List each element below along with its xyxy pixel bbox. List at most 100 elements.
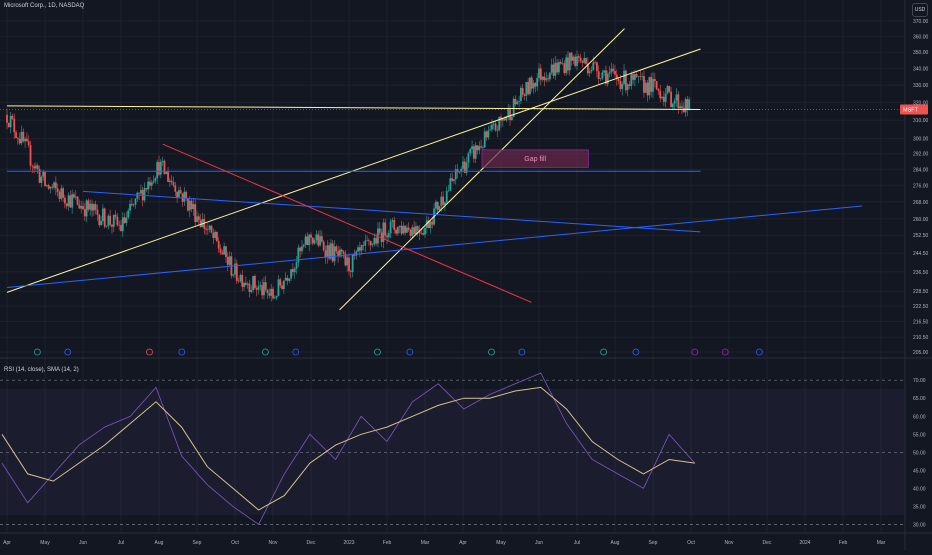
trend-lines [6,28,863,311]
candle-body [92,204,95,211]
candle-body [614,71,616,75]
steep-trend-line [339,28,625,311]
candle-body [299,247,302,252]
candle-body [451,178,454,181]
candle-body [492,123,495,125]
candle-body [355,251,358,256]
time-tick-label: Dec [307,540,316,546]
rsi-axis: 70.00 65.00 60.00 55.00 50.00 45.00 40.00 35.00… [913,378,926,528]
candle-body [396,227,399,234]
candle-body [529,77,531,95]
candle-body [67,195,70,207]
candle-body [565,57,568,73]
candle-body [630,74,633,86]
candle-body [471,146,473,150]
candle-body [606,73,609,84]
candle-body [149,181,151,186]
candle-body [20,131,23,144]
candle-body [487,130,490,138]
candle-body [648,77,651,96]
candle-body [527,81,530,95]
time-tick-label: Oct [231,540,239,546]
candle-body [266,289,269,294]
candle-body [436,201,439,211]
candle-body [666,86,669,94]
candle-body [603,70,606,73]
candle-body [199,220,202,228]
candle-body [196,216,198,223]
candle-body [244,282,247,285]
candle-body [543,76,546,81]
candle-body [646,82,649,96]
candle-body [596,62,598,72]
candle-body [393,220,396,230]
time-tick-label: Jun [79,540,87,546]
time-axis: Apr May Jun Jul Aug Sep Oct Nov Dec 2023 Feb Mar Apr… [3,540,886,546]
candle-body [6,114,8,123]
candle-body [612,68,615,72]
candle-body [313,240,316,244]
candle-body [179,190,182,194]
candle-body [60,188,63,199]
price-tick-label: 320.00 [913,100,929,106]
candle-body [255,288,258,290]
candle-body [523,94,526,96]
candle-body [447,190,450,192]
candle-body [407,227,410,230]
candle-body [415,226,417,235]
candle-body [288,278,291,281]
time-tick-label: 2023 [343,540,354,546]
candle-body [518,101,520,102]
candle-body [576,56,578,66]
candle-body [547,78,549,80]
candle-body [364,240,367,246]
candle-body [340,249,343,252]
candle-body [431,221,434,225]
candle-body [601,72,604,79]
candle-body [62,188,64,198]
candle-body [279,279,282,286]
time-tick-label: Nov [725,540,734,546]
candle-body [650,77,653,92]
candle-body [13,118,16,133]
candle-body [127,210,130,218]
rsi-tick-label: 50.00 [913,450,926,456]
candle-body [592,62,595,70]
candle-body [250,290,253,292]
candle-body [159,161,162,175]
candle-body [152,181,155,183]
candle-body [89,203,92,210]
rsi-tick-label: 60.00 [913,414,926,420]
candle-body [282,280,285,290]
candle-body [163,160,166,175]
candle-body [246,283,249,285]
candle-body [682,107,685,113]
candle-body [264,282,267,290]
candle-body [56,188,59,192]
horizontal-resistance-line [6,105,701,110]
candle-body [599,78,602,79]
candle-body [82,206,84,210]
candle-body [378,228,381,233]
candle-body [453,179,455,181]
candle-body [485,131,488,138]
candle-body [337,251,340,257]
price-tick-label: 244.50 [913,251,929,257]
candle-body [445,191,448,203]
candle-body [324,250,327,258]
candle-body [201,218,204,228]
candle-body [458,171,461,173]
candle-body [65,203,68,207]
candle-body [434,201,437,209]
candle-body [348,257,350,272]
candle-body [270,288,273,296]
candle-body [480,146,482,148]
event-marker [146,348,153,356]
currency-button[interactable]: USD [912,3,928,17]
candle-body [454,169,457,180]
candle-body [561,63,564,64]
candle-body [400,225,403,234]
candle-body [174,185,177,192]
